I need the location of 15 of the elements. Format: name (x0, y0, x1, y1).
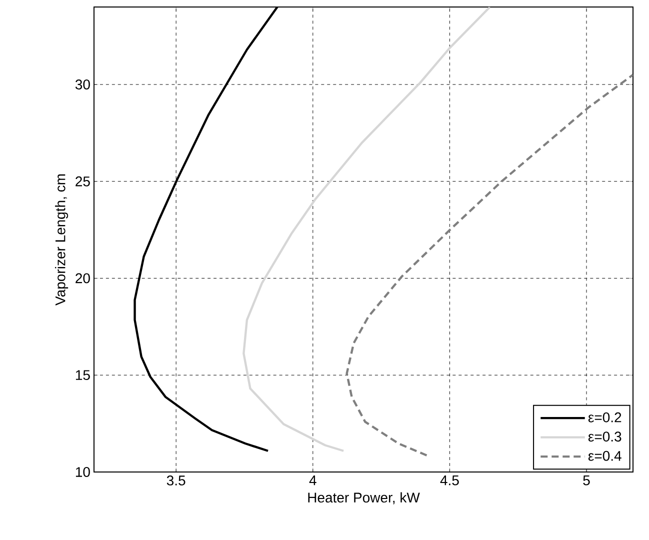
x-tick-label: 3.5 (166, 476, 186, 486)
y-tick-label: 10 (76, 467, 90, 477)
legend-label: ε=0.3 (588, 432, 622, 442)
legend-label: ε=0.2 (588, 412, 622, 422)
x-tick-label: 4 (309, 476, 316, 486)
y-axis-title: Vaporizer Length, cm (55, 174, 68, 306)
legend-label: ε=0.4 (588, 450, 622, 461)
y-tick-label: 25 (76, 176, 90, 186)
x-axis-title: Heater Power, kW (308, 492, 420, 504)
y-tick-label: 15 (76, 370, 90, 380)
line-series (242, 6, 492, 452)
y-tick-label: 20 (76, 273, 90, 284)
y-tick-label: 30 (75, 80, 90, 90)
x-tick-label: 4.5 (440, 476, 459, 486)
x-tick-label: 5 (583, 476, 590, 486)
